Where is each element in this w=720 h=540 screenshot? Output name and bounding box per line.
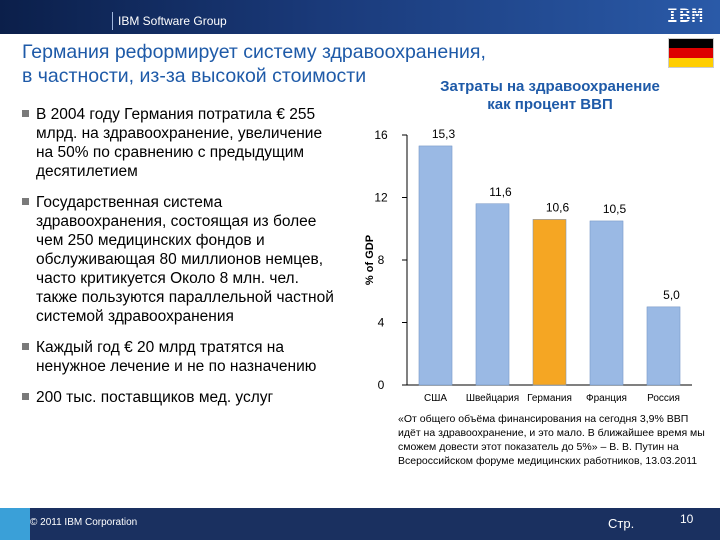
bullet-text: Государственная система здравоохранения,…: [36, 194, 334, 325]
bullet-item: Государственная система здравоохранения,…: [22, 193, 342, 326]
bullet-item: 200 тыс. поставщиков мед. услуг: [22, 388, 342, 407]
chart-title-line-1: Затраты на здравоохранение: [440, 78, 660, 95]
copyright: © 2011 IBM Corporation: [30, 517, 138, 528]
bullet-marker-icon: [22, 343, 29, 350]
bullet-marker-icon: [22, 110, 29, 117]
flag-stripe-2: [669, 48, 713, 58]
bullet-marker-icon: [22, 393, 29, 400]
chart-title: Затраты на здравоохранение как процент В…: [390, 78, 710, 114]
y-tick-label: 16: [374, 128, 388, 142]
bullet-text: Каждый год € 20 млрд тратятся на ненужно…: [36, 339, 317, 375]
header-bar: IBM Software Group IBM: [0, 0, 720, 34]
bar: [532, 219, 567, 386]
slide-title-line-1: Германия реформирует систему здравоохран…: [22, 41, 486, 63]
category-label: США: [424, 393, 447, 404]
value-label: 10,5: [603, 202, 627, 216]
bullet-text: 200 тыс. поставщиков мед. услуг: [36, 389, 274, 406]
group-name: IBM Software Group: [118, 14, 227, 28]
header-separator: [112, 12, 113, 30]
y-axis-title: % of GDP: [364, 235, 376, 285]
category-label: Швейцария: [466, 393, 519, 404]
footer-tile: [0, 508, 30, 540]
german-flag-icon: [668, 38, 714, 68]
y-tick-label: 8: [378, 253, 385, 267]
bar: [475, 203, 510, 386]
flag-stripe-1: [669, 39, 713, 49]
footer-tiles: [0, 508, 30, 540]
value-label: 11,6: [489, 185, 512, 199]
bullet-text: В 2004 году Германия потратила € 255 млр…: [36, 106, 323, 180]
flag-stripe-3: [669, 57, 713, 67]
y-tick-label: 12: [374, 191, 388, 205]
bullet-marker-icon: [22, 198, 29, 205]
category-label: Германия: [527, 393, 572, 404]
bar: [418, 145, 453, 386]
category-label: Россия: [647, 393, 680, 404]
bar: [589, 220, 624, 386]
bullet-list: В 2004 году Германия потратила € 255 млр…: [22, 105, 342, 419]
bar: [646, 306, 681, 386]
slide-title: Германия реформирует систему здравоохран…: [22, 40, 682, 88]
page-label: Стр.: [608, 516, 635, 531]
health-spending-bar-chart: 0 4 8 12 16 % of GDP 15,3 США 11,6 Швейцария 10,6 Г…: [364, 127, 692, 404]
page-number: 10: [680, 512, 694, 526]
putin-quote: «От общего объёма финансирования на сего…: [398, 413, 705, 467]
footer-bar: © 2011 IBM Corporation Стр. 10: [0, 508, 720, 540]
value-label: 15,3: [432, 127, 456, 141]
ibm-logo: IBM: [666, 5, 704, 27]
slide-title-line-2: в частности, из-за высокой стоимости: [22, 65, 367, 87]
bullet-item: В 2004 году Германия потратила € 255 млр…: [22, 105, 342, 181]
bullet-item: Каждый год € 20 млрд тратятся на ненужно…: [22, 338, 342, 376]
category-label: Франция: [586, 393, 627, 404]
value-label: 5,0: [663, 288, 680, 302]
value-label: 10,6: [546, 200, 570, 214]
chart-title-line-2: как процент ВВП: [487, 96, 613, 113]
y-tick-label: 4: [378, 316, 385, 330]
y-tick-label: 0: [378, 378, 385, 392]
